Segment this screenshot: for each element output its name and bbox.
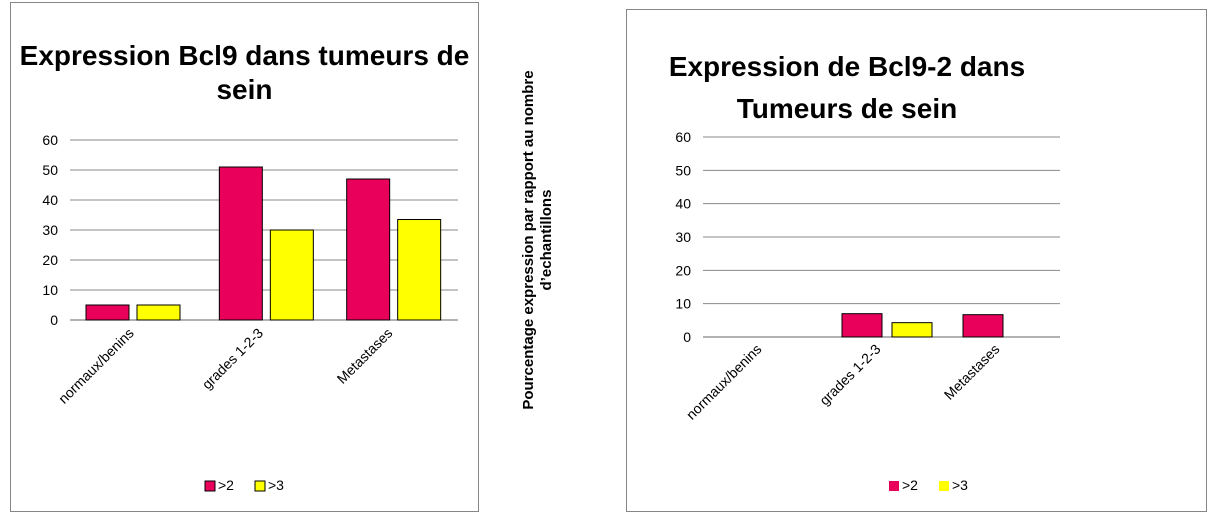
chart2-legend-swatch — [889, 481, 899, 491]
chart2-category-label: Metastases — [941, 341, 1003, 403]
chart1-y-tick-label: 40 — [42, 192, 58, 208]
chart2-y-tick-label: 20 — [675, 262, 691, 278]
chart1-legend-swatch — [254, 480, 266, 492]
chart2-y-tick-label: 0 — [683, 329, 691, 345]
chart2-category-label: normaux/benins — [683, 341, 765, 423]
chart2-y-tick-label: 10 — [675, 296, 691, 312]
chart1-category-label: normaux/benins — [55, 325, 137, 407]
chart1-y-tick-label: 60 — [42, 132, 58, 148]
chart2-legend-swatch — [939, 481, 949, 491]
chart1-legend-label: >3 — [268, 477, 284, 493]
chart1-bar — [136, 304, 181, 321]
chart2-category-label: grades 1-2-3 — [816, 341, 884, 409]
chart1-legend-label: >2 — [218, 477, 234, 493]
chart2-y-tick-label: 40 — [675, 196, 691, 212]
chart2-legend-label: >3 — [952, 477, 968, 493]
chart1-category-label: grades 1-2-3 — [199, 325, 267, 393]
chart1-y-tick-label: 10 — [42, 282, 58, 298]
chart1-y-tick-label: 20 — [42, 252, 58, 268]
chart1-bar — [346, 178, 391, 321]
chart1-y-tick-label: 50 — [42, 162, 58, 178]
chart-title-right: Expression de Bcl9-2 dans Tumeurs de sei… — [668, 51, 1026, 124]
chart1-category-label: Metastases — [334, 325, 396, 387]
chart1-y-tick-label: 30 — [42, 222, 58, 238]
chart1-bar — [269, 229, 314, 321]
chart-panel-right: Expression de Bcl9-2 dans Tumeurs de sei… — [626, 9, 1207, 512]
chart2-bar — [841, 313, 883, 338]
chart1-bar — [85, 304, 130, 321]
chart-title-left: Expression Bcl9 dans tumeurs de sein — [19, 40, 470, 105]
chart2-legend-label: >2 — [902, 477, 918, 493]
chart1-legend-swatch — [204, 480, 216, 492]
chart2-y-tick-label: 50 — [675, 162, 691, 178]
chart2-y-tick-label: 60 — [675, 129, 691, 145]
chart2-bar — [891, 322, 933, 338]
chart1-y-tick-label: 0 — [50, 312, 58, 328]
chart2-y-tick-label: 30 — [675, 229, 691, 245]
chart2-bar — [962, 314, 1004, 338]
chart1-bar — [397, 219, 442, 321]
chart1-bar — [218, 166, 263, 321]
